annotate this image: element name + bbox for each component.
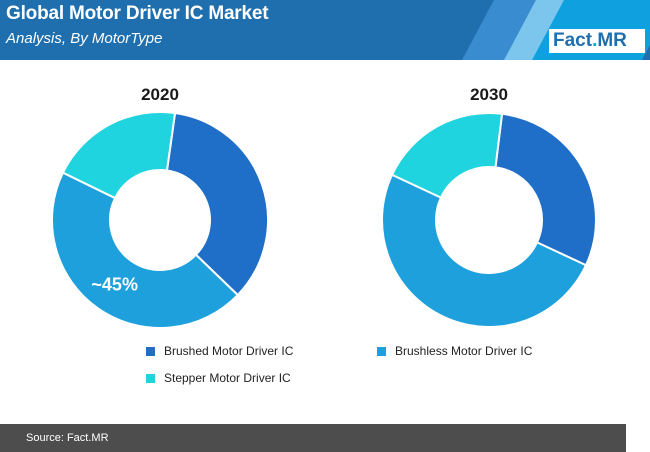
- donut-chart-2020: 2020 ~45%: [51, 85, 269, 329]
- donut-chart-2030: 2030: [381, 85, 597, 328]
- donut-slice-brushed-motor-driver-ic: [165, 111, 269, 297]
- legend-item-brushless: Brushless Motor Driver IC: [377, 344, 532, 358]
- source-note: Source: Fact.MR: [26, 432, 109, 444]
- donut-slice-brushless-motor-driver-ic: [51, 171, 240, 329]
- legend-swatch: [146, 373, 155, 383]
- chart-title: 2020: [141, 85, 179, 104]
- donut-charts: 2020 ~45% 2030: [51, 85, 597, 329]
- donut-slice-stepper-motor-driver-ic: [61, 111, 177, 200]
- donut-slice-stepper-motor-driver-ic: [390, 112, 504, 199]
- legend-item-stepper: Stepper Motor Driver IC: [146, 371, 291, 385]
- legend-swatch: [377, 346, 386, 356]
- header-banner: Global Motor Driver IC Market Analysis, …: [0, 0, 650, 60]
- legend-item-brushed: Brushed Motor Driver IC: [146, 344, 293, 358]
- legend-label: Brushed Motor Driver IC: [164, 344, 294, 358]
- donut-slice-brushless-motor-driver-ic: [381, 173, 588, 328]
- legend-swatch: [146, 346, 155, 356]
- donut-slice-brushed-motor-driver-ic: [494, 112, 597, 267]
- footer-bar: Source: Fact.MR: [0, 424, 626, 452]
- chart-title: 2030: [470, 85, 508, 104]
- page-subtitle: Analysis, By MotorType: [6, 30, 163, 47]
- legend-label: Stepper Motor Driver IC: [164, 371, 291, 385]
- legend-label: Brushless Motor Driver IC: [395, 344, 533, 358]
- page-title: Global Motor Driver IC Market: [6, 3, 269, 24]
- data-label: ~45%: [91, 275, 138, 295]
- factmr-logo: Fact.MR: [549, 29, 645, 53]
